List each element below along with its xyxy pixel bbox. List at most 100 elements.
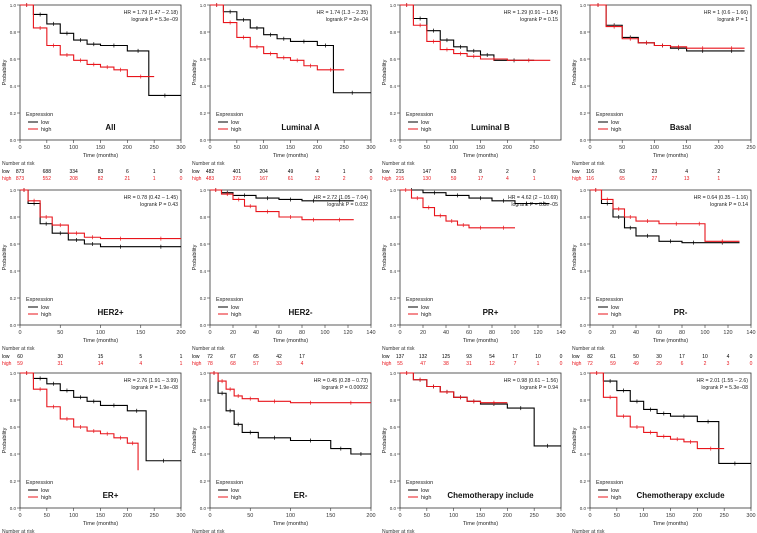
at-risk-row-label-high: high xyxy=(382,176,392,182)
x-tick-label: 100 xyxy=(650,145,659,151)
at-risk-heading: Number at risk xyxy=(192,529,225,533)
x-tick-label: 20 xyxy=(420,330,426,336)
x-tick-label: 80 xyxy=(299,330,305,336)
at-risk-low-value: 10 xyxy=(702,354,708,360)
at-risk-high-value: 57 xyxy=(253,361,259,367)
y-tick-label: 1.0 xyxy=(200,371,207,376)
legend-label-high: high xyxy=(611,127,621,133)
x-tick-label: 50 xyxy=(44,513,50,519)
at-risk-low-value: 873 xyxy=(16,169,25,175)
at-risk-high-value: 12 xyxy=(315,176,321,182)
logrank-p: logrank P = 0.14 xyxy=(710,202,748,208)
legend-title: Expression xyxy=(406,480,433,486)
y-tick-label: 0.8 xyxy=(200,215,207,220)
at-risk-high-value: 59 xyxy=(17,361,23,367)
y-tick-label: 0.6 xyxy=(10,57,17,62)
at-risk-low-value: 17 xyxy=(679,354,685,360)
at-risk-low-value: 4 xyxy=(685,169,688,175)
y-tick-label: 1.0 xyxy=(390,188,397,193)
km-curve-high xyxy=(20,189,181,240)
x-tick-label: 50 xyxy=(234,145,240,151)
y-tick-label: 0.0 xyxy=(200,138,207,143)
y-axis-label: Probability xyxy=(572,244,578,270)
y-tick-label: 0.6 xyxy=(200,242,207,247)
x-axis-label: Time (months) xyxy=(83,521,118,527)
legend-label-high: high xyxy=(421,495,431,501)
x-tick-label: 60 xyxy=(656,330,662,336)
legend-title: Expression xyxy=(406,112,433,118)
legend-label-low: low xyxy=(611,120,619,126)
y-tick-label: 0.0 xyxy=(390,138,397,143)
at-risk-row-label-high: high xyxy=(572,176,582,182)
at-risk-heading: Number at risk xyxy=(382,161,415,167)
at-risk-row-label-high: high xyxy=(572,361,582,367)
km-panel-2: 0.00.20.40.60.81.00 50 100 150 200 250 300Time… xyxy=(192,3,376,182)
at-risk-low-value: 63 xyxy=(451,169,457,175)
y-tick-label: 0.0 xyxy=(390,323,397,328)
hazard-ratio: HR = 2.72 (1.05 – 7.04) xyxy=(314,195,369,201)
x-axis-label: Time (months) xyxy=(83,153,118,159)
y-tick-label: 0.4 xyxy=(200,84,207,89)
x-tick-label: 150 xyxy=(136,330,145,336)
at-risk-high-value: 13 xyxy=(684,176,690,182)
x-tick-label: 300 xyxy=(746,513,755,519)
at-risk-high-value: 14 xyxy=(98,361,104,367)
x-tick-label: 150 xyxy=(476,145,485,151)
at-risk-low-value: 30 xyxy=(57,354,63,360)
x-tick-label: 120 xyxy=(343,330,352,336)
km-panel-9: 0.0 0.2 0.4 0.6 0.8 1.0 0 50 100 150 200 250 300 Time… xyxy=(2,371,186,533)
at-risk-high-value: 1 xyxy=(537,361,540,367)
at-risk-high-value: 27 xyxy=(652,176,658,182)
at-risk-row-label-low: low xyxy=(382,354,390,360)
y-tick-label: 0.8 xyxy=(580,30,587,35)
x-tick-label: 150 xyxy=(326,513,335,519)
logrank-p: logrank P = 5.3e−09 xyxy=(131,17,178,23)
at-risk-row-label-high: high xyxy=(2,176,12,182)
x-tick-label: 200 xyxy=(176,330,185,336)
at-risk-low-value: 147 xyxy=(423,169,432,175)
at-risk-low-value: 17 xyxy=(512,354,518,360)
y-tick-label: 0.0 xyxy=(580,323,587,328)
y-axis-label: Probability xyxy=(2,427,8,453)
km-curve-high xyxy=(590,4,745,49)
x-tick-label: 100 xyxy=(320,330,329,336)
y-tick-label: 0.4 xyxy=(200,452,207,457)
at-risk-low-value: 54 xyxy=(489,354,495,360)
at-risk-low-value: 125 xyxy=(442,354,451,360)
at-risk-low-value: 688 xyxy=(43,169,52,175)
x-tick-label: 60 xyxy=(466,330,472,336)
panel-title: PR+ xyxy=(483,308,499,317)
legend-title: Expression xyxy=(26,297,53,303)
legend-title: Expression xyxy=(216,297,243,303)
logrank-p: logrank P = 0.032 xyxy=(327,202,368,208)
km-curve-high xyxy=(210,189,354,221)
at-risk-low-value: 116 xyxy=(586,169,594,175)
y-axis-label: Probability xyxy=(192,244,198,270)
legend-title: Expression xyxy=(596,480,623,486)
x-axis-label: Time (months) xyxy=(653,521,688,527)
y-tick-label: 0.8 xyxy=(390,398,397,403)
at-risk-low-value: 5 xyxy=(139,354,142,360)
x-tick-label: 100 xyxy=(700,330,709,336)
at-risk-high-value: 4 xyxy=(506,176,509,182)
at-risk-low-value: 0 xyxy=(180,169,183,175)
at-risk-heading: Number at risk xyxy=(382,529,415,533)
y-tick-label: 0.8 xyxy=(200,30,207,35)
km-panel-12: 0.0 0.2 0.4 0.6 0.8 1.0 0 50 100 150 200 250 300 Time… xyxy=(572,371,756,533)
x-axis-label: Time (months) xyxy=(653,153,688,159)
legend-label-low: low xyxy=(231,305,239,311)
x-tick-label: 40 xyxy=(633,330,639,336)
hazard-ratio: HR = 1.29 (0.91 – 1.84) xyxy=(504,10,559,16)
y-tick-label: 0.0 xyxy=(10,506,17,511)
y-tick-label: 0.2 xyxy=(200,479,207,484)
y-tick-label: 0.2 xyxy=(580,479,587,484)
at-risk-row-label-low: low xyxy=(192,354,200,360)
logrank-p: logrank P = 0.94 xyxy=(520,385,558,391)
x-tick-label: 150 xyxy=(286,145,295,151)
at-risk-high-value: 116 xyxy=(586,176,594,182)
x-tick-label: 250 xyxy=(746,145,755,151)
x-tick-label: 40 xyxy=(443,330,449,336)
y-axis-label: Probability xyxy=(382,427,388,453)
plot-frame xyxy=(589,189,752,326)
at-risk-high-value: 2 xyxy=(343,176,346,182)
